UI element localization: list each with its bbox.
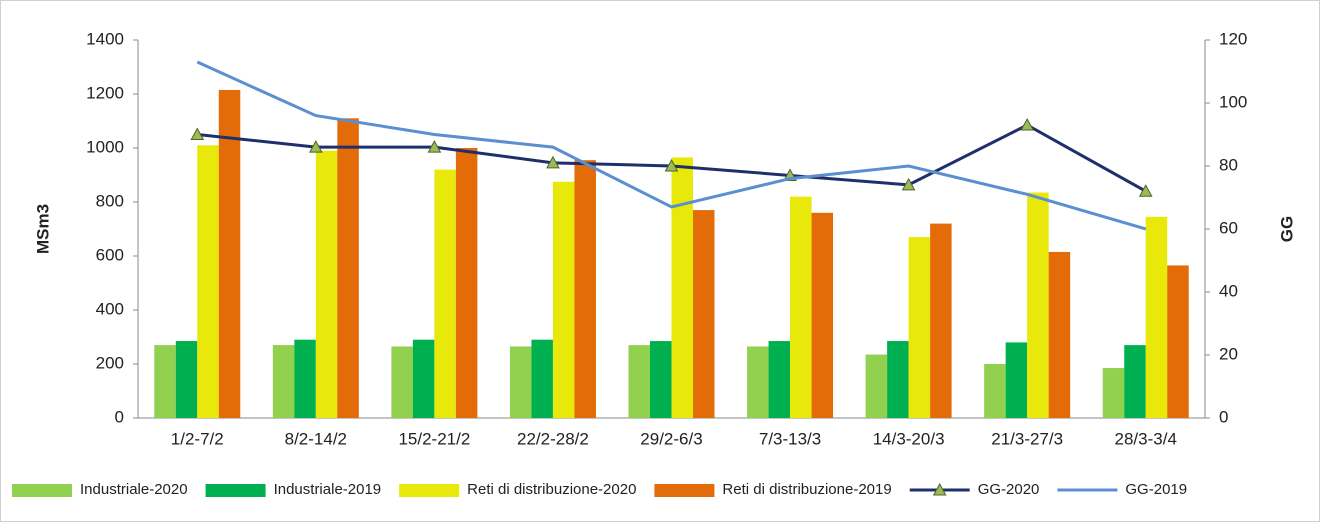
line-marker [901, 177, 916, 191]
line-marker [308, 140, 323, 153]
y-axis-title: MSm3 [33, 204, 52, 254]
bar [315, 150, 338, 418]
bar [1048, 251, 1071, 418]
legend-swatch [654, 484, 715, 497]
line-marker [546, 155, 560, 169]
x-tick-label: 15/2-21/2 [398, 429, 470, 448]
bar [693, 210, 715, 418]
bar [272, 345, 295, 418]
bar [412, 339, 435, 418]
legend-label: GG-2019 [1125, 481, 1187, 498]
bar [628, 345, 650, 418]
y-tick-label: 1200 [86, 83, 124, 102]
y-tick-label: 400 [96, 299, 124, 318]
legend-label: Industriale-2020 [80, 481, 188, 498]
legend-swatch [12, 484, 72, 497]
bar [509, 346, 532, 418]
bar [294, 339, 316, 418]
legend-label: Reti di distribuzione-2019 [722, 481, 891, 498]
y-tick-label: 1400 [86, 29, 124, 48]
bar [984, 364, 1006, 418]
y2-tick-label: 20 [1219, 344, 1238, 363]
line-marker [1020, 118, 1035, 131]
legend-swatch [205, 484, 266, 497]
y2-tick-label: 100 [1219, 92, 1247, 111]
bar [434, 169, 456, 418]
bar [865, 354, 888, 418]
line-marker [190, 127, 205, 140]
y-tick-label: 200 [96, 353, 124, 372]
bar [531, 339, 553, 418]
legend-swatch [399, 484, 460, 497]
y-tick-label: 0 [115, 407, 124, 426]
x-tick-label: 14/3-20/3 [873, 429, 945, 448]
bar [908, 237, 931, 418]
bar [391, 346, 413, 418]
x-tick-label: 29/2-6/3 [640, 429, 702, 448]
legend-marker [932, 482, 947, 496]
bar [455, 148, 478, 418]
y2-axis-title: GG [1277, 216, 1296, 242]
y2-tick-label: 120 [1219, 29, 1247, 48]
line-series [196, 60, 1147, 231]
x-tick-label: 8/2-14/2 [285, 429, 347, 448]
x-tick-label: 22/2-28/2 [517, 429, 589, 448]
x-tick-label: 1/2-7/2 [171, 429, 224, 448]
x-tick-label: 21/3-27/3 [991, 429, 1063, 448]
y2-tick-label: 80 [1219, 155, 1238, 174]
x-tick-label: 28/3-3/4 [1115, 429, 1177, 448]
bar [1005, 342, 1028, 418]
y-tick-label: 800 [96, 191, 124, 210]
x-tick-label: 7/3-13/3 [759, 429, 821, 448]
bar [337, 118, 359, 419]
bar [197, 145, 219, 419]
bar [552, 181, 575, 418]
line-marker [1138, 184, 1153, 197]
y-tick-label: 1000 [86, 137, 124, 156]
bar [790, 196, 812, 418]
bar [574, 160, 596, 418]
legend-label: Industriale-2019 [274, 481, 382, 498]
legend-label: Reti di distribuzione-2020 [467, 481, 636, 498]
bar [1124, 345, 1146, 418]
bar [1102, 368, 1125, 418]
y2-tick-label: 60 [1219, 218, 1238, 237]
bar [811, 212, 834, 418]
bar [747, 346, 769, 418]
bar [887, 341, 909, 418]
bar [154, 345, 176, 418]
bar [175, 341, 198, 418]
bar [930, 223, 952, 418]
line-marker [664, 158, 679, 172]
y2-tick-label: 40 [1219, 281, 1238, 300]
bar [671, 157, 693, 418]
bar [1027, 192, 1049, 418]
bar [1145, 216, 1168, 418]
bar [650, 341, 672, 418]
y-tick-label: 600 [96, 245, 124, 264]
bar [768, 341, 791, 418]
y2-tick-label: 0 [1219, 407, 1228, 426]
bar [1167, 265, 1189, 418]
line-marker [427, 140, 442, 153]
legend-label: GG-2020 [978, 481, 1040, 498]
bar [218, 89, 241, 418]
